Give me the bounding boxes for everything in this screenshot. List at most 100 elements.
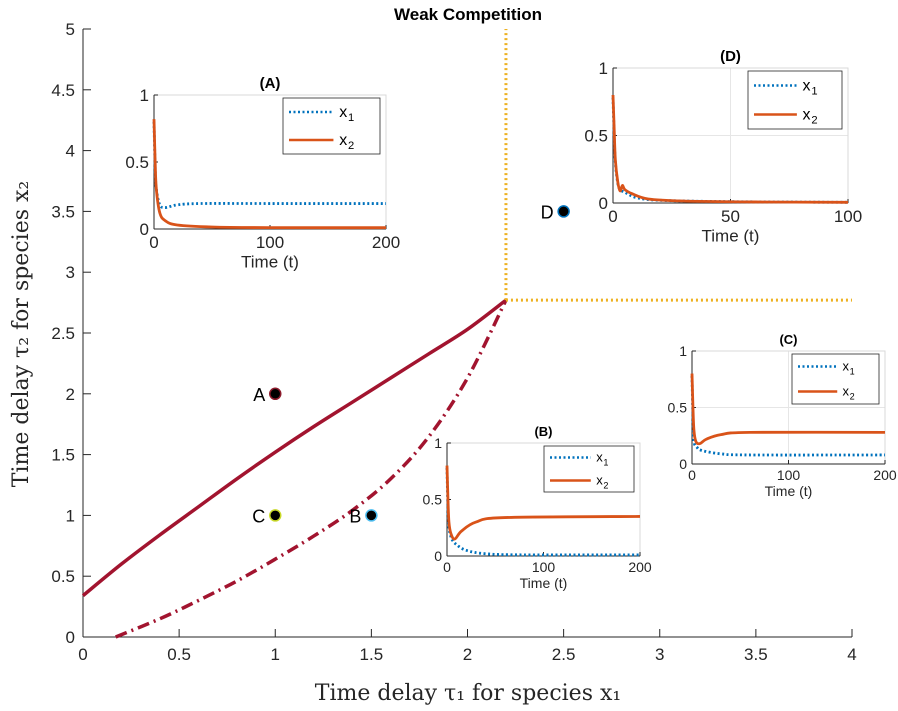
inset-legend [282, 97, 381, 155]
legend-subscript: 2 [603, 481, 608, 491]
legend-label: x [842, 384, 849, 399]
inset-x-tick-label: 200 [372, 233, 400, 252]
x-tick-label: 4 [847, 645, 856, 664]
y-tick-label: 2 [66, 385, 75, 404]
y-tick-label: 2.5 [51, 324, 75, 343]
point-marker-b [365, 509, 378, 522]
y-tick-label: 3.5 [51, 202, 75, 221]
inset-x-label: Time (t) [765, 483, 813, 499]
y-tick-label: 0.5 [51, 567, 75, 586]
legend-subscript: 1 [811, 86, 817, 98]
legend-subscript: 2 [348, 140, 354, 152]
inset-title: (D) [720, 48, 741, 65]
x-tick-label: 0.5 [167, 645, 191, 664]
point-marker-a [269, 387, 282, 401]
legend-subscript: 2 [850, 392, 855, 402]
inset-x-tick-label: 0 [443, 559, 451, 575]
legend-label: x [803, 78, 811, 95]
point-marker-c [269, 509, 282, 522]
point-label-d: D [541, 202, 554, 222]
y-tick-label: 5 [66, 20, 75, 39]
inset-y-tick-label: 1 [434, 435, 442, 451]
inset-title: (B) [534, 424, 552, 439]
inset-y-tick-label: 1 [140, 86, 149, 105]
x-tick-label: 2.5 [552, 645, 576, 664]
legend-label: x [842, 359, 849, 374]
point-label-b: B [349, 506, 361, 526]
legend-subscript: 1 [603, 458, 608, 468]
inset-series-x1 [690, 375, 886, 457]
x-tick-label: 3 [655, 645, 664, 664]
inset-series-x2 [445, 465, 641, 541]
point-marker-d [557, 205, 570, 218]
inset-y-tick-label: 0 [599, 194, 608, 213]
inset-x-tick-label: 50 [721, 207, 740, 226]
legend-subscript: 1 [348, 112, 354, 124]
inset-x-tick-label: 0 [688, 467, 696, 483]
inset-series-x2 [611, 94, 849, 204]
main-axes: 0 0.5 1 1.5 2 2.5 3 3.5 4 0 0.5 1 1.5 2 2.5 3 3.5 4 4.5 5 [51, 20, 856, 664]
y-tick-label: 1 [66, 506, 75, 525]
main-points: A C B D [252, 202, 570, 526]
y-tick-label: 4 [66, 142, 75, 161]
boundary-dashdot [115, 299, 508, 639]
legend-label: x [596, 473, 603, 488]
inset-y-tick-label: 0.5 [584, 126, 608, 145]
inset-title: (C) [779, 332, 797, 347]
inset-title: (A) [260, 75, 281, 92]
inset-y-tick-label: 1 [679, 343, 687, 359]
inset-series-x2 [152, 119, 387, 230]
inset-x-tick-label: 200 [628, 559, 652, 575]
legend-label: x [803, 107, 811, 124]
x-tick-label: 3.5 [744, 645, 768, 664]
inset-y-tick-label: 0 [140, 220, 149, 239]
inset-x-tick-label: 100 [532, 559, 556, 575]
inset-legend [747, 70, 843, 130]
inset-x-tick-label: 100 [834, 207, 862, 226]
inset-series-x1 [152, 121, 386, 209]
inset-x-label: Time (t) [520, 575, 568, 591]
y-tick-label: 4.5 [51, 81, 75, 100]
inset-y-tick-label: 0.5 [423, 491, 443, 507]
inset-y-tick-label: 0 [679, 456, 687, 472]
point-label-a: A [253, 385, 265, 405]
legend-subscript: 2 [811, 115, 817, 127]
x-tick-label: 1.5 [360, 645, 384, 664]
inset-x-tick-label: 100 [256, 233, 284, 252]
y-tick-label: 3 [66, 263, 75, 282]
legend-label: x [339, 132, 347, 149]
boundary-solid [81, 298, 508, 598]
inset-legend [543, 445, 635, 493]
inset-x-label: Time (t) [241, 253, 299, 272]
x-tick-label: 0 [78, 645, 87, 664]
y-tick-label: 0 [66, 628, 75, 647]
inset-x-tick-label: 0 [608, 207, 617, 226]
inset-x-label: Time (t) [702, 227, 760, 246]
legend-subscript: 1 [850, 367, 855, 377]
chart-title: Weak Competition [394, 5, 542, 24]
y-axis-label: Time delay τ₂ for species x₂ [9, 181, 34, 487]
inset-y-tick-label: 0.5 [668, 399, 688, 415]
y-tick-label: 1.5 [51, 446, 75, 465]
inset-series-x2 [690, 373, 886, 446]
inset-x-tick-label: 200 [873, 467, 897, 483]
legend-label: x [339, 104, 347, 121]
main-series [81, 29, 852, 639]
x-axis-label: Time delay τ₁ for species x₁ [315, 681, 621, 706]
inset-y-tick-label: 1 [599, 59, 608, 78]
inset-legend [791, 353, 880, 405]
x-tick-label: 2 [463, 645, 472, 664]
inset-x-tick-label: 100 [777, 467, 801, 483]
inset-x-tick-label: 0 [149, 233, 158, 252]
x-tick-label: 1 [271, 645, 280, 664]
legend-label: x [596, 450, 603, 465]
inset-y-tick-label: 0.5 [125, 153, 149, 172]
inset-y-tick-label: 0 [434, 548, 442, 564]
point-label-c: C [252, 506, 265, 526]
